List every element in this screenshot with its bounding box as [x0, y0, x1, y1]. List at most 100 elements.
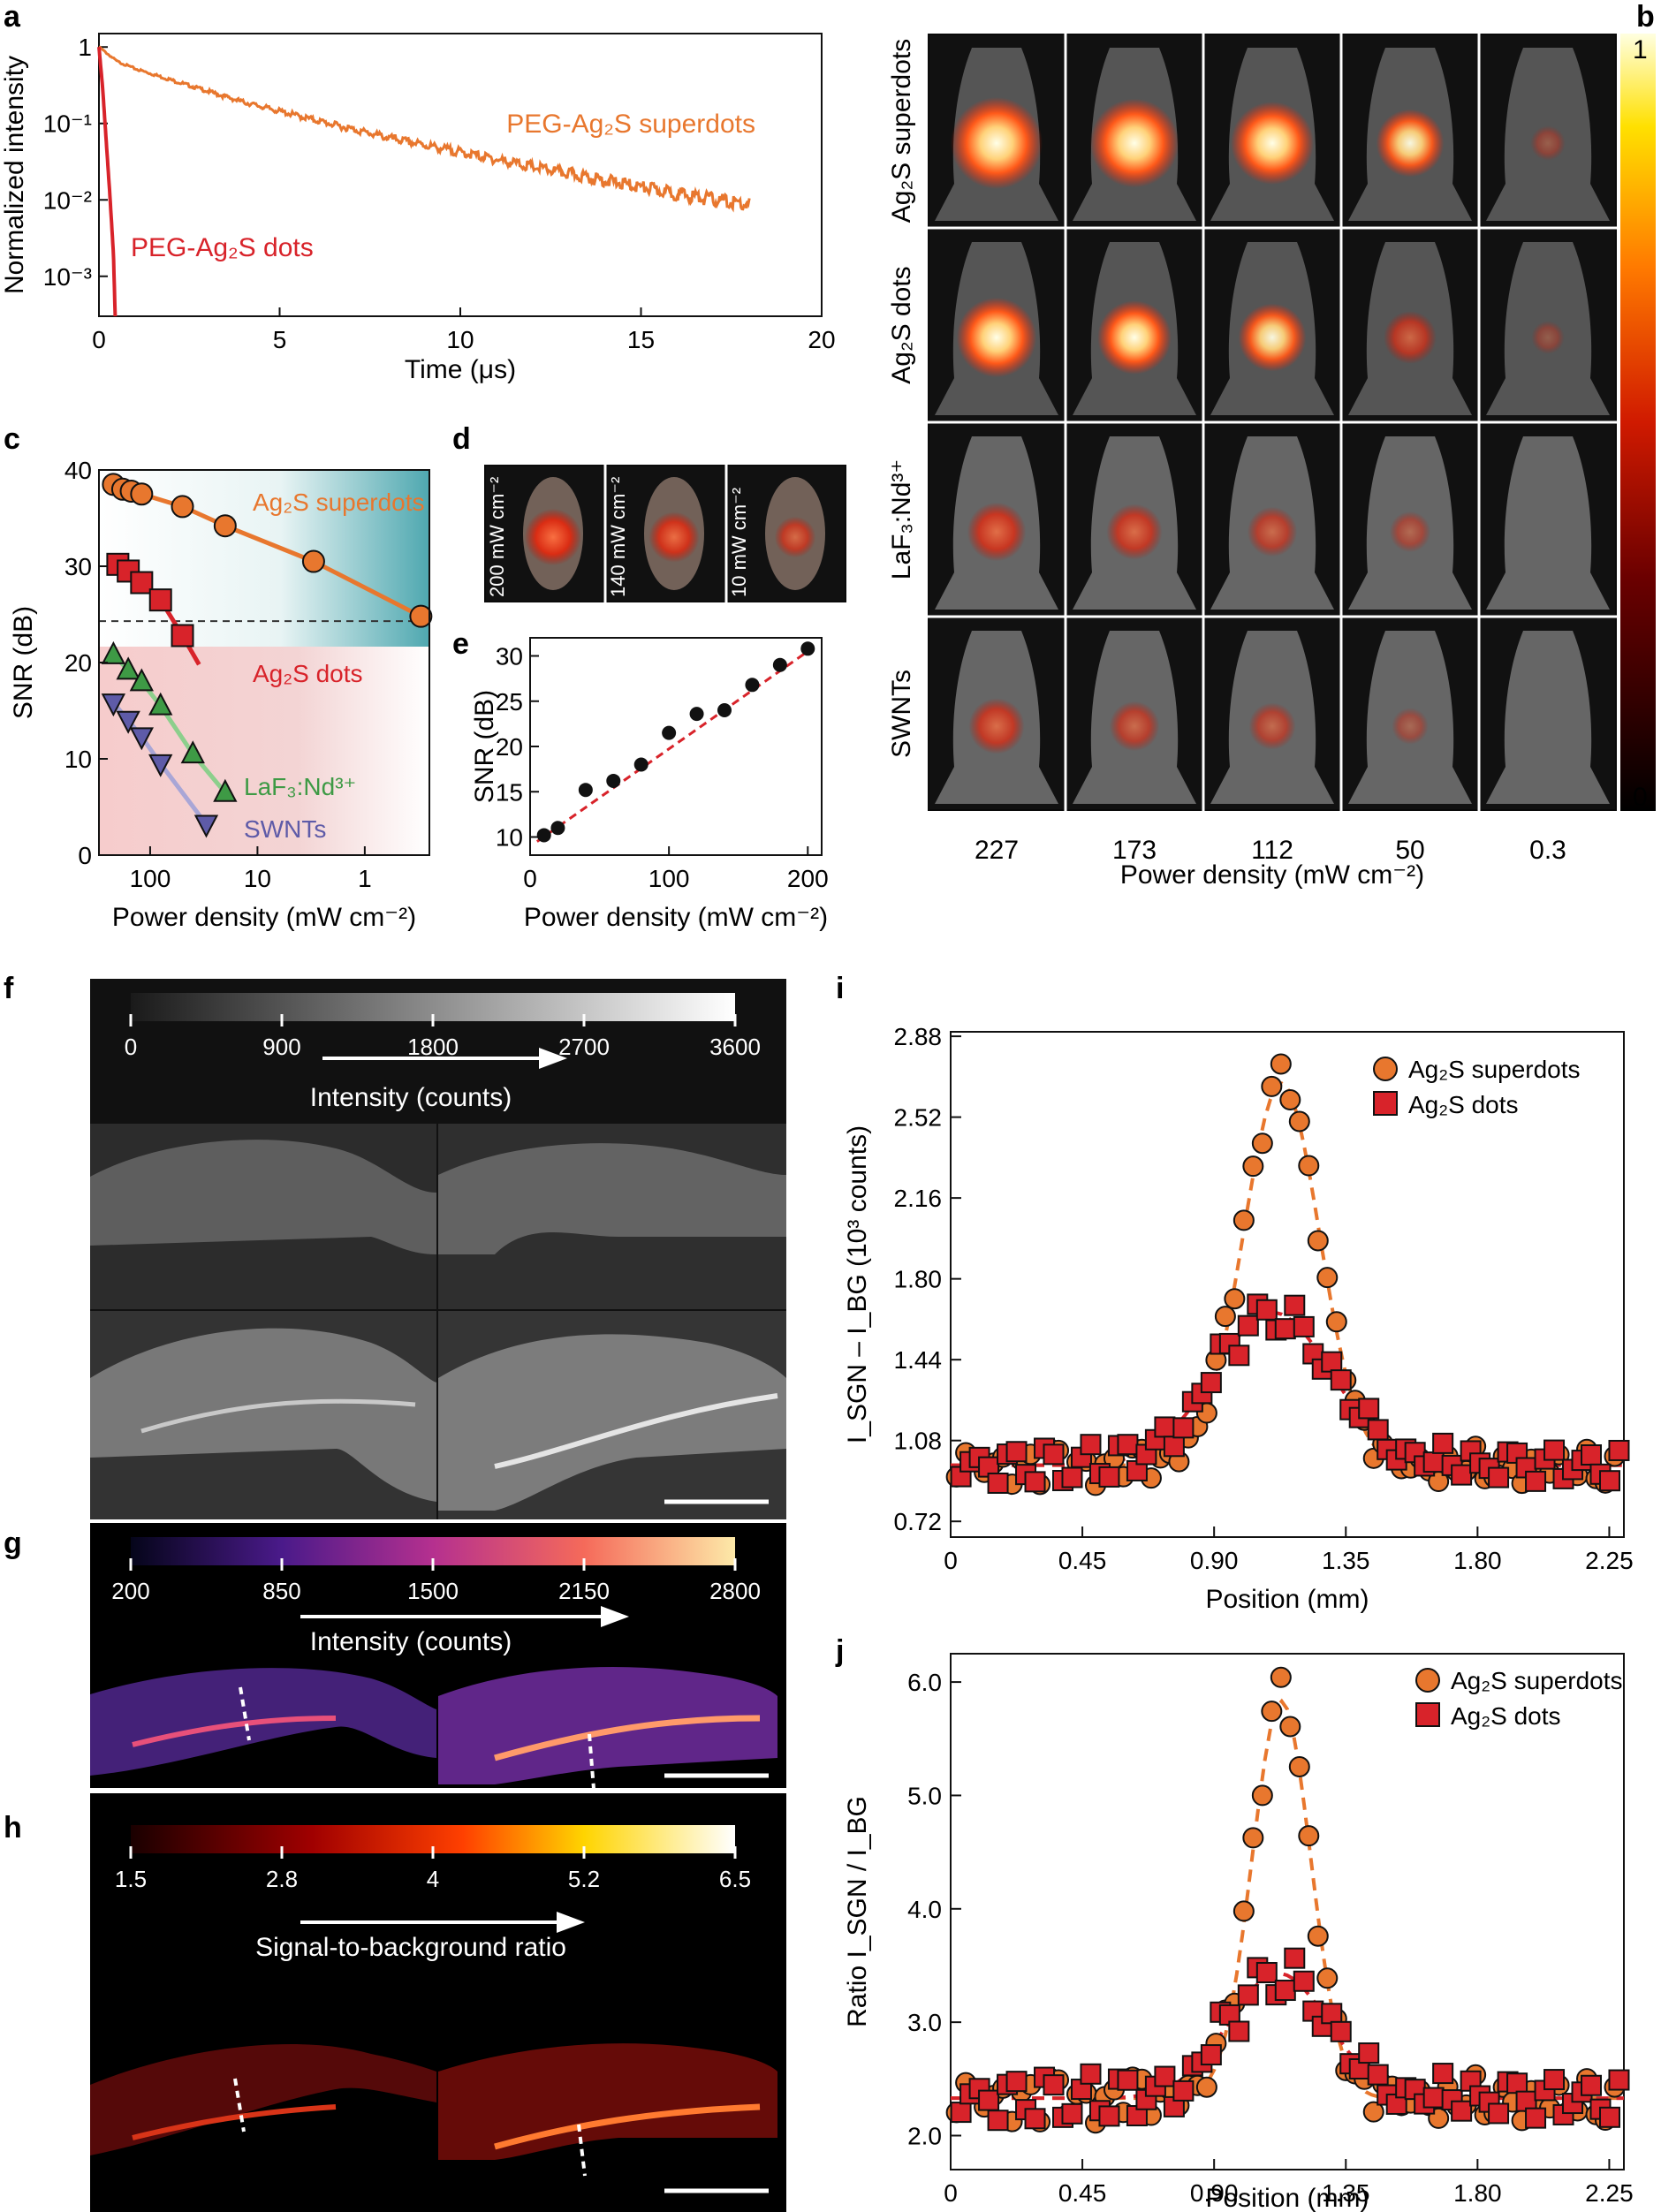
y-tick-label: 2.52 [894, 1104, 943, 1132]
column-label: 112 [1251, 836, 1293, 865]
mouse-image [1343, 35, 1477, 226]
data-point [1061, 1466, 1083, 1489]
data-point [1451, 2100, 1473, 2122]
signal-spot [524, 508, 582, 566]
data-point [1214, 1306, 1236, 1328]
signal-spot [967, 502, 1027, 562]
x-tick-label: 0 [944, 1547, 958, 1574]
data-point [130, 571, 154, 595]
colorbar-tick-label: 200 [111, 1578, 149, 1604]
x-axis-label: Power density (mW cm⁻²) [112, 903, 416, 932]
x-axis-label: Time (μs) [405, 355, 516, 384]
label-dots: PEG-Ag₂S dots [131, 233, 314, 262]
y-tick-label: 2.16 [894, 1185, 943, 1212]
signal-spot [1106, 504, 1163, 560]
mouse-image [1205, 618, 1339, 809]
label-superdots: PEG-Ag₂S superdots [506, 110, 755, 139]
data-point [1422, 1451, 1445, 1473]
y-tick-label: 30 [496, 643, 523, 670]
colorbar [1620, 34, 1656, 811]
data-point [101, 640, 126, 664]
data-point [1608, 2069, 1630, 2091]
data-point [662, 725, 677, 740]
data-point [1237, 1984, 1259, 2006]
y-axis-label: Ratio I_SGN / I_BG [843, 1796, 872, 2027]
data-point [606, 773, 621, 788]
y-tick-label: 10⁻¹ [43, 110, 92, 138]
data-point [129, 727, 154, 751]
plot-frame [98, 33, 823, 317]
signal-spot [1238, 303, 1307, 372]
signal-spot [1231, 102, 1314, 185]
data-point [550, 821, 565, 836]
mouse-image [1067, 230, 1202, 420]
colorbar-ticks: 200 850 1500 2150 2800 [111, 1558, 761, 1604]
colorbar-tick-label: 2700 [558, 1034, 610, 1060]
data-point [772, 657, 787, 672]
mouse-image [1205, 35, 1339, 226]
x-axis-ticks: 0 5 10 15 20 1 10⁻¹ 10⁻² 10⁻³ [43, 34, 836, 353]
row-label: SWNTs [887, 670, 916, 758]
legend-label-superdots: Ag₂S superdots [1451, 1667, 1623, 1694]
data-point [1358, 2042, 1380, 2064]
mouse-image [1343, 424, 1477, 615]
fit-curve [951, 1698, 1624, 2101]
y-tick-label: 10 [64, 746, 92, 773]
data-point [1274, 1980, 1296, 2002]
data-point [1581, 2074, 1603, 2096]
data-point [1061, 2102, 1083, 2125]
mouse-image [929, 35, 1064, 226]
data-point [1307, 1230, 1329, 1252]
panel-b-mouse-images: Ag₂S superdots Ag₂S dots LaF₃:Nd³⁺ SWNTs 22… [887, 34, 1656, 890]
colorbar-tick-label: 5.2 [568, 1866, 600, 1892]
data-point [1525, 2107, 1547, 2129]
data-point [1232, 1900, 1255, 1922]
data-point [1543, 1439, 1566, 1461]
colorbar-tick-label: 3600 [709, 1034, 761, 1060]
vessel [132, 2104, 337, 2140]
data-point [1098, 2105, 1120, 2127]
data-point [1284, 1294, 1306, 1316]
signal-spot [1531, 321, 1565, 354]
x-tick-label: 10 [244, 865, 271, 892]
panel-label-i: i [836, 972, 844, 1005]
colorbar-tick-label: 4 [427, 1866, 439, 1892]
data-point [1224, 1288, 1246, 1310]
data-point [1288, 1755, 1310, 1777]
data-point [987, 1472, 1009, 1494]
mouse-image: 200 mW cm⁻² [486, 466, 603, 601]
data-point [116, 710, 140, 734]
x-tick-label: 1.80 [1453, 2179, 1502, 2207]
colorbar-label: Signal-to-background ratio [255, 1933, 566, 1962]
data-point [987, 2110, 1009, 2132]
panel-label-c: c [4, 422, 20, 456]
data-point [1117, 2069, 1139, 2091]
data-point [1293, 1970, 1315, 1992]
data-point [1316, 1267, 1339, 1289]
mouse-image [1067, 35, 1202, 226]
legend: Ag₂S superdots Ag₂S dots [1415, 1667, 1623, 1730]
data-point [1298, 1825, 1320, 1847]
data-point [536, 828, 551, 843]
y-tick-label: 2.0 [907, 2122, 942, 2149]
y-tick-label: 10 [496, 824, 523, 852]
profile-line [577, 2124, 587, 2177]
power-label: 200 mW cm⁻² [486, 477, 508, 597]
data-point [1325, 1311, 1347, 1333]
data-point [1270, 1666, 1292, 1688]
panel-label-a: a [4, 0, 21, 34]
y-tick-label: 20 [496, 733, 523, 761]
data-point [1255, 1962, 1278, 1984]
power-label: 10 mW cm⁻² [728, 488, 750, 597]
x-tick-label: 0.45 [1058, 1547, 1107, 1574]
panel-e-snr-linear: 0 100 200 10 15 20 25 30 Power density (mW cm⁻²… [470, 637, 829, 932]
vessel [140, 1398, 416, 1434]
y-tick-label: 1 [78, 34, 92, 61]
x-axis-label: Position (mm) [1205, 1585, 1369, 1614]
data-point [1200, 2044, 1222, 2066]
row-label: LaF₃:Nd³⁺ [887, 459, 916, 580]
mouse-image [1067, 424, 1202, 615]
data-point [1117, 1434, 1139, 1456]
power-label: 140 mW cm⁻² [607, 477, 629, 597]
series-group [945, 1666, 1630, 2134]
